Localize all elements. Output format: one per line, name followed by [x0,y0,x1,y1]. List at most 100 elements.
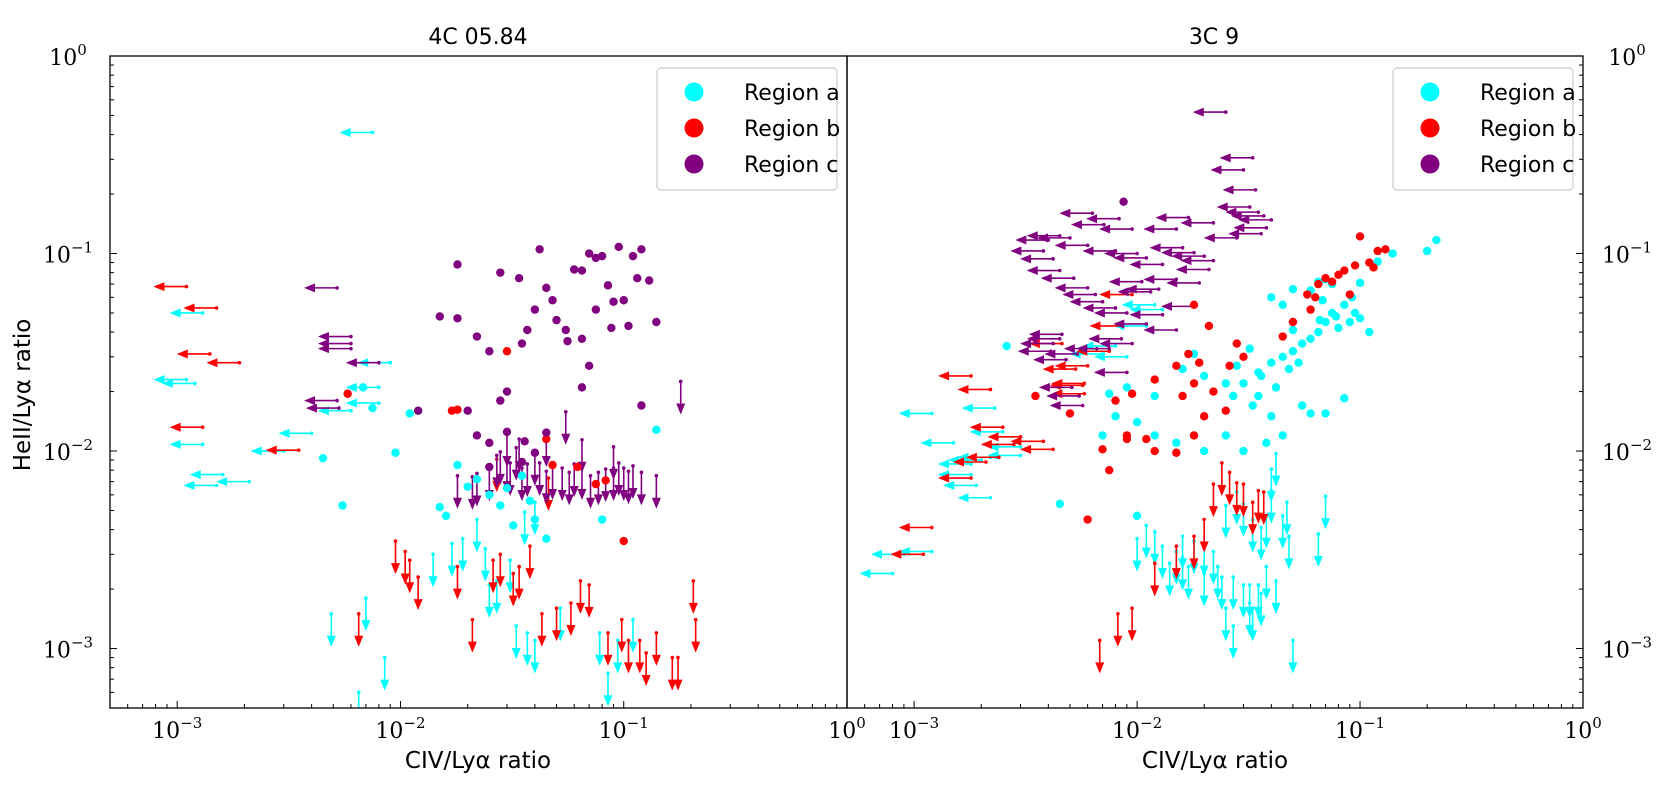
right-region-a-point [1105,389,1114,398]
right-region-b-point [1150,375,1159,384]
right-region-b-upper-limit-arrow [1248,500,1258,536]
left-region-b-upper-limit-arrow [452,564,462,600]
left-region-a-upper-limit-arrow [326,611,336,647]
left-region-c-upper-limit-arrow [345,358,381,368]
right-region-a-upper-limit-arrow [1245,601,1255,637]
left-region-a-upper-limit-arrow [380,655,390,691]
left-region-a-point [318,453,328,463]
right-region-c-upper-limit-arrow [1216,202,1252,212]
left-region-b-upper-limit-arrow [667,655,677,691]
left-region-a-point [525,496,535,505]
left-region-b-point [453,405,462,414]
left-region-b-upper-limit-arrow [508,571,518,607]
right-region-c-upper-limit-arrow [1082,303,1118,313]
left-x-axis-label: CIV/Lyα ratio [405,748,551,774]
left-region-c-point [514,273,524,283]
right-region-c-upper-limit-arrow [1093,308,1129,318]
x-tick-label: 10−3 [152,714,202,744]
left-region-b-upper-limit-arrow [691,617,701,653]
left-region-b-upper-limit-arrow [390,539,400,575]
right-region-a-upper-limit-arrow [938,459,973,469]
left-region-a-point [597,515,607,524]
right-legend-marker [1420,118,1440,138]
right-region-c-upper-limit-arrow [1192,107,1228,117]
left-region-a-point [496,501,505,510]
right-region-b-upper-limit-arrow [1042,364,1078,374]
right-region-a-point [1350,308,1360,318]
right-region-b-upper-limit-arrow [938,473,973,483]
left-region-a-point [358,383,368,392]
left-region-a-point [338,501,347,510]
right-region-b-point [1278,332,1287,341]
left-region-c-upper-limit-arrow [535,461,545,496]
right-region-a-point [1199,371,1209,381]
right-region-a-point [1221,379,1231,388]
left-region-c-upper-limit-arrow [609,445,619,480]
left-region-b-upper-limit-arrow [641,651,651,686]
right-region-a-point [1340,300,1349,309]
left-region-c-point [614,242,623,252]
right-region-b-upper-limit-arrow [1208,482,1218,518]
right-region-a-upper-limit-arrow [1284,534,1294,570]
right-region-c-upper-limit-arrow [1143,224,1179,234]
left-region-c-point [535,245,544,254]
right-region-c-upper-limit-arrow [1113,253,1149,263]
right-region-a-point [1321,409,1330,418]
left-region-a-point [652,425,661,435]
right-region-c-upper-limit-arrow [1203,233,1239,243]
left-region-b-point [548,460,557,470]
left-region-c-point [542,283,551,293]
right-region-a-upper-limit-arrow [1213,564,1223,600]
right-region-a-point [1271,383,1281,392]
left-region-c-point [552,315,561,325]
right-region-a-point [1239,446,1248,456]
left-legend-label: Region b [744,117,840,142]
right-region-b-point [1225,361,1234,371]
left-region-b-upper-limit-arrow [405,558,415,594]
right-region-b-point [1142,434,1151,444]
right-region-c-upper-limit-arrow [1086,214,1121,224]
left-region-b-upper-limit-arrow [603,631,613,666]
right-region-b-point [1189,431,1199,440]
right-region-b-point [1189,379,1199,388]
right-region-c-point [1119,197,1128,206]
left-region-a-upper-limit-arrow [511,624,521,660]
right-region-a-point [1098,431,1107,440]
right-region-b-upper-limit-arrow [957,384,993,394]
right-region-b-upper-limit-arrow [1150,561,1160,597]
right-region-a-point [1388,249,1397,258]
right-region-b-upper-limit-arrow [890,549,926,559]
x-tick-label: 10−3 [889,714,939,744]
x-tick-label: 10−2 [375,714,425,744]
right-region-c-upper-limit-arrow [1180,256,1216,266]
right-region-a-upper-limit-arrow [1132,536,1142,572]
right-region-b-point [1184,349,1193,359]
right-region-c-upper-limit-arrow [1099,224,1134,234]
right-region-a-point [1315,315,1325,325]
right-region-a-upper-limit-arrow [1313,532,1323,568]
x-tick-label: 10−2 [1112,714,1162,744]
left-region-a-upper-limit-arrow [339,127,375,137]
right-region-a-point [1132,511,1142,520]
right-region-b-upper-limit-arrow [1189,534,1199,570]
right-region-a-point [1172,438,1181,448]
left-region-c-point [597,251,607,261]
right-region-c-upper-limit-arrow [1059,208,1095,218]
right-region-c-upper-limit-arrow [1233,223,1269,233]
right-region-b-point [1345,290,1355,299]
left-region-c-upper-limit-arrow [541,469,551,505]
right-region-c-upper-limit-arrow [1175,264,1211,274]
left-region-c-upper-limit-arrow [614,461,624,496]
left-region-c-point [453,314,462,323]
left-region-b-upper-limit-arrow [584,583,594,618]
left-region-c-point [502,427,512,437]
right-region-c-upper-limit-arrow [1040,273,1076,283]
right-region-b-upper-limit-arrow [965,452,1001,462]
left-legend-marker [684,118,704,138]
left-region-a-point [368,403,377,413]
left-region-a-upper-limit-arrow [161,378,197,388]
left-region-c-point [520,437,529,446]
right-region-b-upper-limit-arrow [1054,361,1090,371]
right-region-b-point [1288,317,1298,327]
left-region-c-point [542,428,551,437]
